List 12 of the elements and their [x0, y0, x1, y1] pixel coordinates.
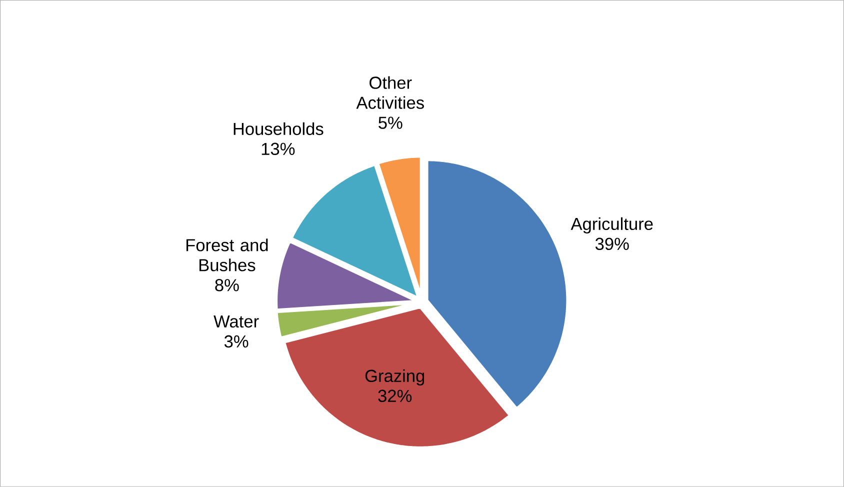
data-label: 3%	[224, 335, 248, 348]
slice-label: Agriculture	[570, 217, 653, 234]
slice-label: Households	[234, 122, 324, 136]
slice-label: Other Activities	[356, 76, 424, 109]
data-label: 32%	[378, 390, 412, 402]
data-label: 13%	[262, 142, 295, 156]
slice-label: Water	[214, 316, 259, 328]
slice-label: Grazing	[365, 369, 424, 386]
data-label: 8%	[215, 279, 239, 292]
data-label: 5%	[378, 116, 402, 129]
slice-label: Forest and Bushes	[186, 238, 268, 272]
data-label: 39%	[595, 238, 629, 250]
